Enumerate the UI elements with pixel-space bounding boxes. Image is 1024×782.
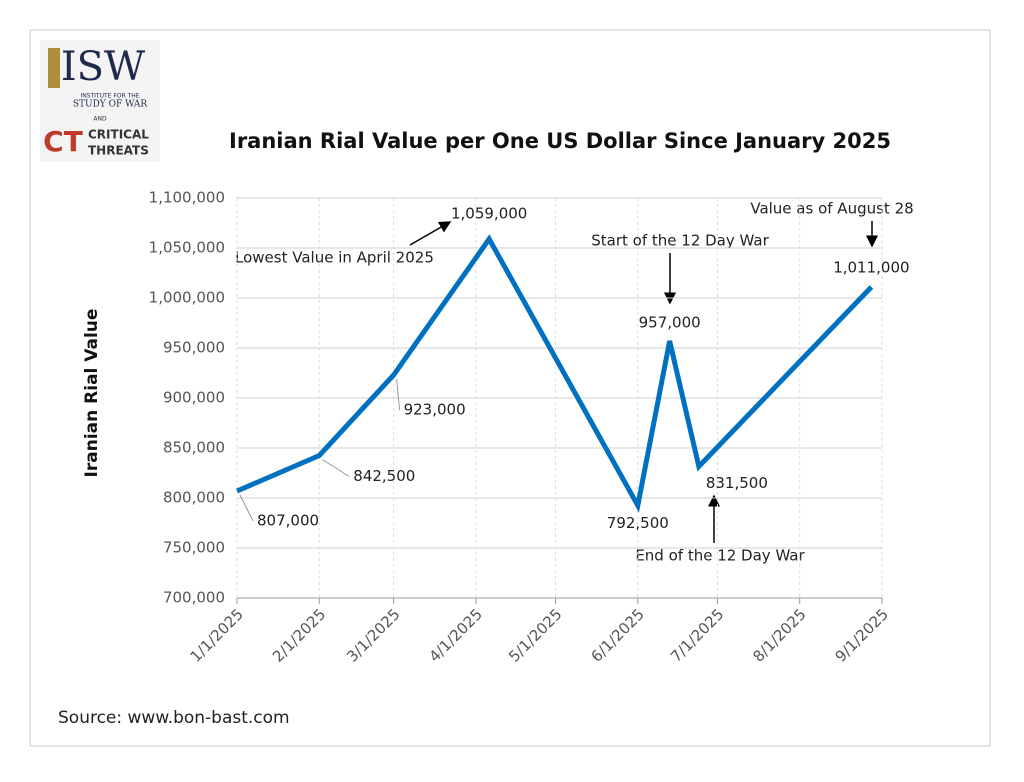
data-label: 842,500 bbox=[353, 467, 415, 485]
y-tick-label: 850,000 bbox=[163, 439, 225, 457]
y-tick-label: 1,100,000 bbox=[149, 189, 225, 207]
y-tick-label: 800,000 bbox=[163, 489, 225, 507]
logo-line1: INSTITUTE FOR THE bbox=[80, 93, 139, 100]
leader-line bbox=[239, 494, 254, 522]
y-tick-label: 950,000 bbox=[163, 339, 225, 357]
annotation: Lowest Value in April 2025 bbox=[235, 249, 434, 267]
logo-and: AND bbox=[93, 116, 107, 123]
data-label: 831,500 bbox=[706, 474, 768, 492]
annotation: Value as of August 28 bbox=[750, 200, 913, 218]
y-tick-label: 1,050,000 bbox=[149, 239, 225, 257]
frame bbox=[29, 29, 991, 747]
y-tick-label: 750,000 bbox=[163, 539, 225, 557]
logo-ct1: CRITICAL bbox=[88, 128, 149, 142]
data-label: 807,000 bbox=[257, 512, 319, 530]
logo: ISW INSTITUTE FOR THE STUDY OF WAR AND C… bbox=[40, 40, 160, 162]
annotation: End of the 12 Day War bbox=[635, 547, 805, 565]
data-label: 1,011,000 bbox=[833, 259, 909, 277]
line bbox=[236, 234, 874, 513]
y-tick-label: 900,000 bbox=[163, 389, 225, 407]
chart-title: Iranian Rial Value per One US Dollar Sin… bbox=[229, 129, 891, 153]
logo-ct: CT bbox=[43, 125, 83, 158]
data-label: 1,059,000 bbox=[451, 205, 527, 223]
y-axis-label: Iranian Rial Value bbox=[82, 309, 102, 478]
data-label: 792,500 bbox=[607, 514, 669, 532]
logo-ct2: THREATS bbox=[88, 144, 149, 158]
arrow bbox=[409, 221, 452, 246]
logo-isw: ISW bbox=[61, 44, 145, 90]
y-tick-label: 1,000,000 bbox=[149, 289, 225, 307]
leader-line bbox=[396, 378, 401, 411]
annotation: Start of the 12 Day War bbox=[591, 232, 769, 250]
leader-line bbox=[322, 459, 350, 477]
y-tick-label: 700,000 bbox=[163, 589, 225, 607]
annotations: Lowest Value in April 2025 Start of the … bbox=[235, 200, 914, 565]
data-label: 957,000 bbox=[639, 314, 701, 332]
data-label: 923,000 bbox=[404, 401, 466, 419]
logo-line2: STUDY OF WAR bbox=[73, 100, 148, 110]
source: Source: www.bon-bast.com bbox=[58, 708, 290, 728]
